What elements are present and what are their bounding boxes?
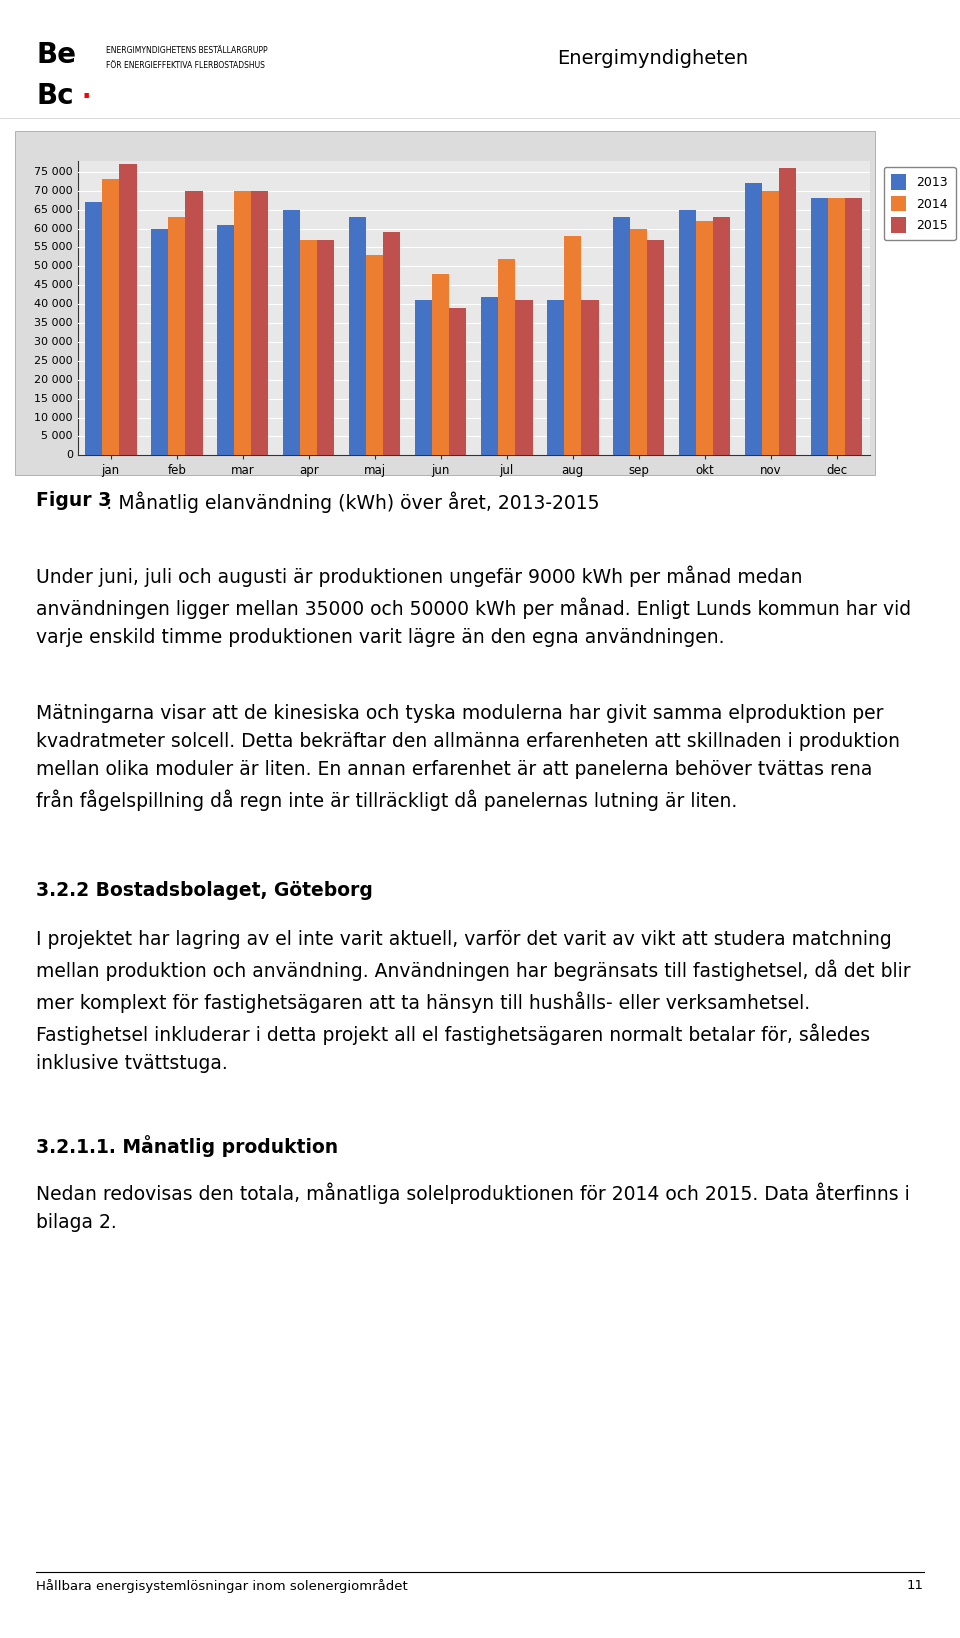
Text: 10 000: 10 000 xyxy=(35,413,73,423)
Bar xyxy=(102,180,119,455)
Text: 0: 0 xyxy=(66,450,73,460)
Bar xyxy=(846,198,862,455)
Text: Energimyndigheten: Energimyndigheten xyxy=(557,49,748,69)
Text: 60 000: 60 000 xyxy=(35,223,73,234)
Bar xyxy=(349,218,366,455)
Bar xyxy=(564,236,582,455)
Text: Figur 3: Figur 3 xyxy=(36,491,111,511)
Text: 55 000: 55 000 xyxy=(35,242,73,252)
Text: 25 000: 25 000 xyxy=(35,355,73,365)
Bar xyxy=(828,198,846,455)
Text: 45 000: 45 000 xyxy=(35,280,73,290)
Text: Be: Be xyxy=(36,41,77,69)
Bar xyxy=(582,300,598,455)
Bar xyxy=(119,164,136,455)
Bar xyxy=(415,300,432,455)
Text: 50 000: 50 000 xyxy=(35,262,73,272)
Text: 75 000: 75 000 xyxy=(35,167,73,177)
Bar xyxy=(252,190,269,455)
Text: I projektet har lagring av el inte varit aktuell, varför det varit av vikt att s: I projektet har lagring av el inte varit… xyxy=(36,930,911,1073)
Text: 65 000: 65 000 xyxy=(35,205,73,215)
Bar xyxy=(811,198,828,455)
Bar xyxy=(481,296,498,455)
Bar xyxy=(745,183,762,455)
Bar xyxy=(283,210,300,455)
Text: 35 000: 35 000 xyxy=(35,318,73,328)
Text: 40 000: 40 000 xyxy=(35,300,73,310)
Legend: 2013, 2014, 2015: 2013, 2014, 2015 xyxy=(884,167,955,241)
Text: 20 000: 20 000 xyxy=(35,375,73,385)
Text: 11: 11 xyxy=(906,1579,924,1592)
Bar xyxy=(498,259,516,455)
Bar xyxy=(630,229,647,455)
Bar xyxy=(432,274,449,455)
Text: Bc: Bc xyxy=(36,82,74,110)
Bar xyxy=(547,300,564,455)
Bar xyxy=(151,229,168,455)
Bar xyxy=(234,190,252,455)
Text: FÖR ENERGIEFFEKTIVA FLERBOSTADSHUS: FÖR ENERGIEFFEKTIVA FLERBOSTADSHUS xyxy=(106,61,264,69)
Bar xyxy=(449,308,467,455)
Text: ·: · xyxy=(82,85,91,110)
Bar xyxy=(762,190,780,455)
Bar xyxy=(300,239,318,455)
Text: ENERGIMYNDIGHETENS BESTÄLLARGRUPP: ENERGIMYNDIGHETENS BESTÄLLARGRUPP xyxy=(106,46,267,54)
Text: 30 000: 30 000 xyxy=(35,337,73,347)
Text: 3.2.2 Bostadsbolaget, Göteborg: 3.2.2 Bostadsbolaget, Göteborg xyxy=(36,881,373,901)
Bar xyxy=(780,169,797,455)
Text: 3.2.1.1. Månatlig produktion: 3.2.1.1. Månatlig produktion xyxy=(36,1135,339,1156)
Bar xyxy=(168,218,185,455)
Text: 70 000: 70 000 xyxy=(35,185,73,197)
Bar xyxy=(318,239,334,455)
Text: 15 000: 15 000 xyxy=(35,393,73,403)
Text: Under juni, juli och augusti är produktionen ungefär 9000 kWh per månad medan
an: Under juni, juli och augusti är produkti… xyxy=(36,565,912,647)
Bar xyxy=(366,256,383,455)
Bar xyxy=(647,239,664,455)
Bar xyxy=(679,210,696,455)
Bar xyxy=(217,224,234,455)
Text: 5 000: 5 000 xyxy=(41,431,73,442)
Text: Hållbara energisystemlösningar inom solenergiområdet: Hållbara energisystemlösningar inom sole… xyxy=(36,1579,408,1594)
Bar xyxy=(613,218,630,455)
Bar xyxy=(713,218,731,455)
Bar xyxy=(516,300,533,455)
Bar xyxy=(185,190,203,455)
Text: : Månatlig elanvändning (kWh) över året, 2013-2015: : Månatlig elanvändning (kWh) över året,… xyxy=(106,491,599,513)
Text: Mätningarna visar att de kinesiska och tyska modulerna har givit samma elprodukt: Mätningarna visar att de kinesiska och t… xyxy=(36,704,900,811)
Bar xyxy=(85,201,102,455)
Bar xyxy=(696,221,713,455)
Bar xyxy=(383,233,400,455)
Text: Nedan redovisas den totala, månatliga solelproduktionen för 2014 och 2015. Data : Nedan redovisas den totala, månatliga so… xyxy=(36,1183,910,1232)
